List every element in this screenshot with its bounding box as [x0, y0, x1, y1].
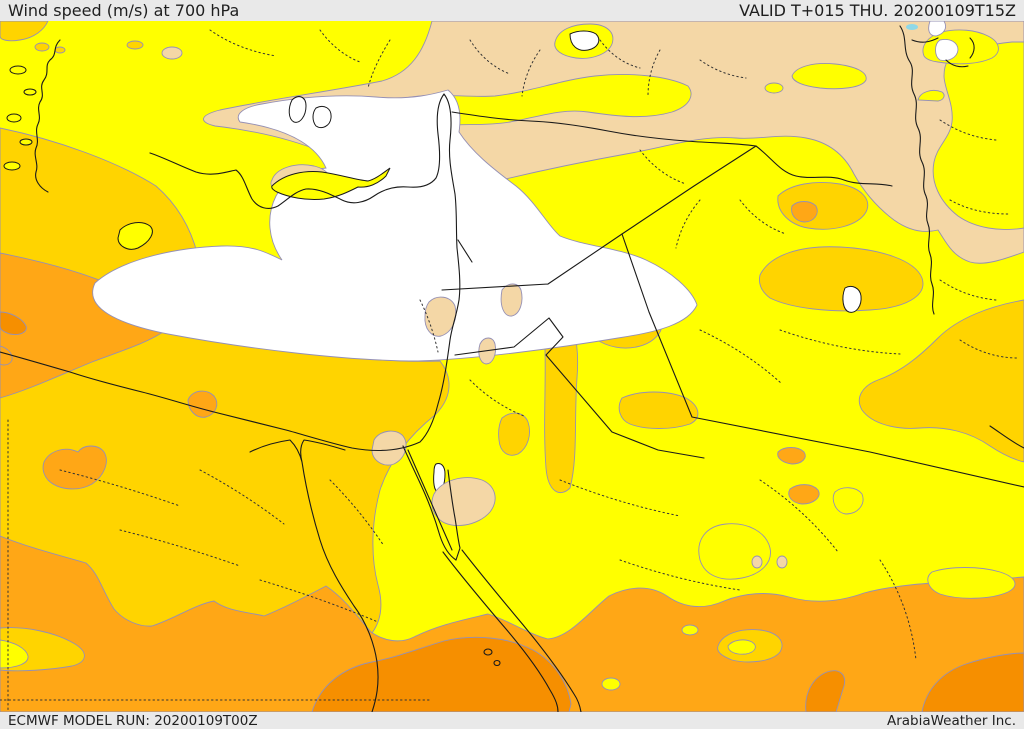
rhodes-island: [117, 222, 153, 250]
lake-van: [569, 30, 600, 51]
admin-borders-layer: [0, 29, 1019, 712]
gold-region-east: [858, 299, 1024, 463]
orange-region-south: [0, 535, 1024, 712]
gold-region-jordan-valley: [544, 301, 579, 493]
model-run-label: ECMWF MODEL RUN: 20200109T00Z: [8, 712, 258, 729]
lake-urmia: [842, 285, 862, 313]
cyprus-island: [271, 167, 391, 200]
valid-time-label: VALID T+015 THU. 20200109T15Z: [739, 1, 1016, 20]
fill-layer-orange: [0, 201, 1024, 712]
gulf-of-suez: [402, 445, 457, 561]
lake-egirdir: [312, 105, 332, 129]
fill-layer-yellow-patches: [0, 487, 1016, 691]
syria-iraq-border: [621, 145, 757, 235]
weather-map-canvas: [0, 21, 1024, 712]
red-sea-west-coast: [442, 551, 559, 712]
map-footer: ECMWF MODEL RUN: 20200109T00Z ArabiaWeat…: [0, 712, 1024, 729]
gold-region-iraq: [759, 246, 924, 312]
attribution-label: ArabiaWeather Inc.: [886, 712, 1016, 729]
fill-layer-tan: [203, 21, 1024, 319]
nile-river: [249, 439, 379, 712]
mediterranean-coastline: [0, 93, 461, 451]
turkey-syria-border: [451, 111, 893, 187]
wind-speed-map: [0, 21, 1024, 712]
fill-layer-white: [92, 21, 959, 493]
gulf-of-aqaba: [447, 469, 461, 561]
country-borders-layer: [0, 25, 1024, 712]
iraq-saudi-border: [621, 233, 1024, 488]
jordan-saudi-border: [454, 317, 705, 459]
lake-beysehir: [288, 96, 307, 123]
aegean-coastline: [34, 39, 61, 193]
red-sea-east-coast: [461, 549, 582, 712]
map-title: Wind speed (m/s) at 700 hPa: [8, 1, 240, 20]
persian-gulf-coast: [989, 425, 1024, 449]
lake-sevan: [906, 24, 918, 30]
map-header: Wind speed (m/s) at 700 hPa VALID T+015 …: [0, 0, 1024, 21]
calm-region-mediterranean: [92, 89, 698, 362]
egypt-israel-border: [407, 449, 453, 551]
iran-border: [899, 25, 935, 315]
